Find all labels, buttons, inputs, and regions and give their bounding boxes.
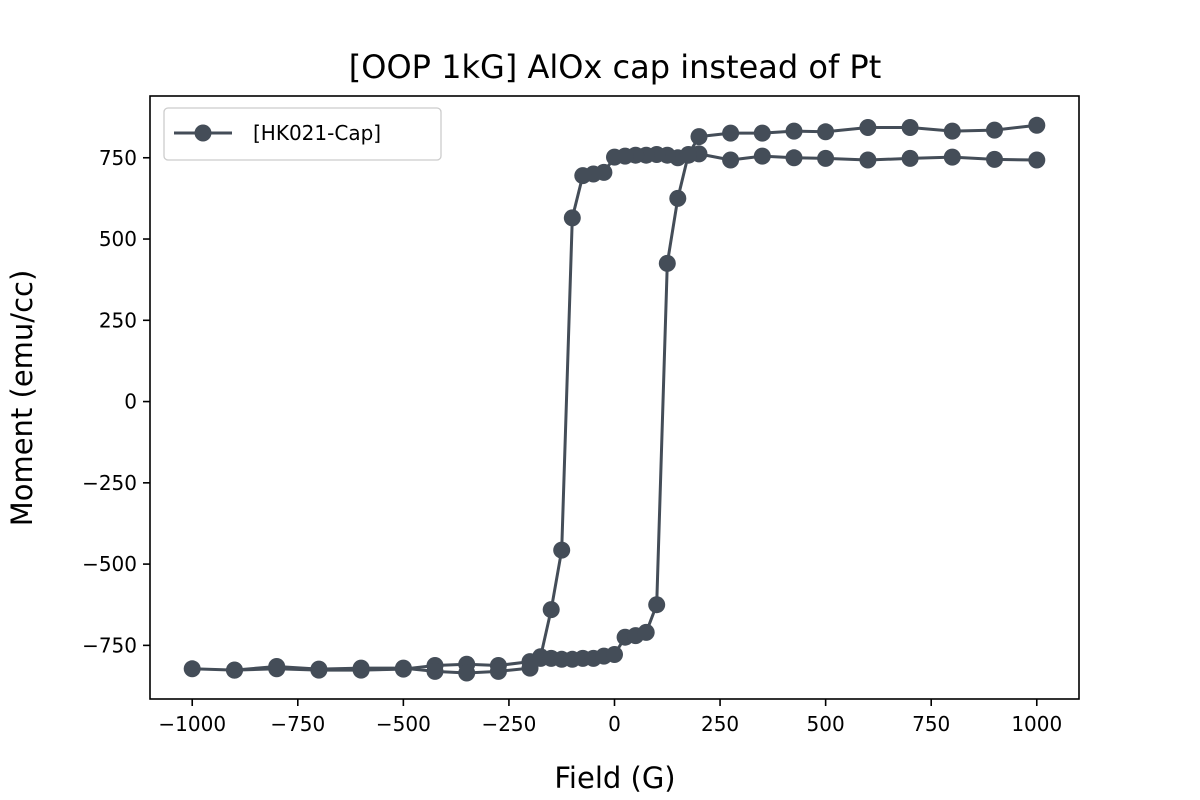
data-point bbox=[489, 662, 507, 680]
legend-point-marker bbox=[194, 124, 212, 142]
data-point bbox=[394, 659, 412, 677]
data-point bbox=[722, 124, 740, 142]
data-point bbox=[1028, 151, 1046, 169]
data-point bbox=[310, 660, 328, 678]
data-point bbox=[658, 254, 676, 272]
data-point bbox=[606, 646, 623, 663]
y-tick-label: −500 bbox=[82, 552, 137, 576]
plot-area bbox=[183, 116, 1046, 682]
x-axis-title: Field (G) bbox=[554, 761, 675, 795]
data-point bbox=[1028, 116, 1046, 134]
x-tick-label: 750 bbox=[912, 712, 950, 736]
data-point bbox=[753, 124, 771, 142]
data-point bbox=[817, 123, 835, 141]
axis-ticks: −1000 −750 −500 −250 0 250 500 750 1000 −750 −500 −… bbox=[82, 146, 1062, 736]
data-point bbox=[553, 541, 571, 559]
data-point bbox=[458, 664, 476, 682]
data-point bbox=[679, 146, 697, 163]
x-tick-label: −750 bbox=[270, 712, 325, 736]
data-point bbox=[606, 148, 623, 166]
data-point bbox=[986, 150, 1003, 168]
data-point bbox=[785, 149, 803, 167]
data-point bbox=[183, 660, 201, 678]
x-tick-label: 1000 bbox=[1011, 712, 1062, 736]
data-point bbox=[859, 119, 877, 136]
data-point bbox=[785, 122, 803, 140]
y-tick-label: 750 bbox=[99, 146, 137, 170]
x-tick-label: −1000 bbox=[158, 712, 226, 736]
x-tick-label: −500 bbox=[376, 712, 431, 736]
data-point bbox=[563, 209, 581, 227]
data-point bbox=[901, 119, 919, 136]
x-tick-label: 0 bbox=[608, 712, 621, 736]
y-tick-label: 0 bbox=[124, 390, 137, 414]
x-tick-label: 250 bbox=[701, 712, 739, 736]
data-point bbox=[753, 147, 771, 165]
data-point bbox=[722, 151, 740, 169]
x-tick-label: −250 bbox=[481, 712, 536, 736]
data-point bbox=[574, 167, 592, 185]
data-point bbox=[986, 121, 1003, 139]
chart-title: [OOP 1kG] AlOx cap instead of Pt bbox=[349, 48, 881, 86]
data-point bbox=[943, 122, 961, 140]
data-point bbox=[690, 128, 708, 146]
legend: [HK021-Cap] bbox=[163, 107, 442, 161]
data-point bbox=[669, 189, 687, 207]
data-point bbox=[426, 662, 444, 680]
y-tick-label: 250 bbox=[99, 308, 137, 332]
data-point bbox=[352, 659, 370, 677]
data-point bbox=[542, 601, 560, 619]
y-axis-title: Moment (emu/cc) bbox=[5, 270, 39, 527]
data-point bbox=[943, 148, 961, 166]
legend-box bbox=[163, 107, 442, 161]
y-tick-label: −750 bbox=[82, 633, 137, 657]
data-point bbox=[817, 149, 835, 167]
x-tick-label: 500 bbox=[807, 712, 845, 736]
data-point bbox=[226, 661, 243, 679]
data-point bbox=[859, 151, 877, 169]
data-point bbox=[901, 149, 919, 167]
y-tick-label: −250 bbox=[82, 471, 137, 495]
y-tick-label: 500 bbox=[99, 227, 137, 251]
data-point bbox=[648, 596, 666, 614]
legend-label: [HK021-Cap] bbox=[253, 121, 381, 145]
data-point bbox=[268, 658, 286, 675]
data-point bbox=[637, 623, 655, 641]
